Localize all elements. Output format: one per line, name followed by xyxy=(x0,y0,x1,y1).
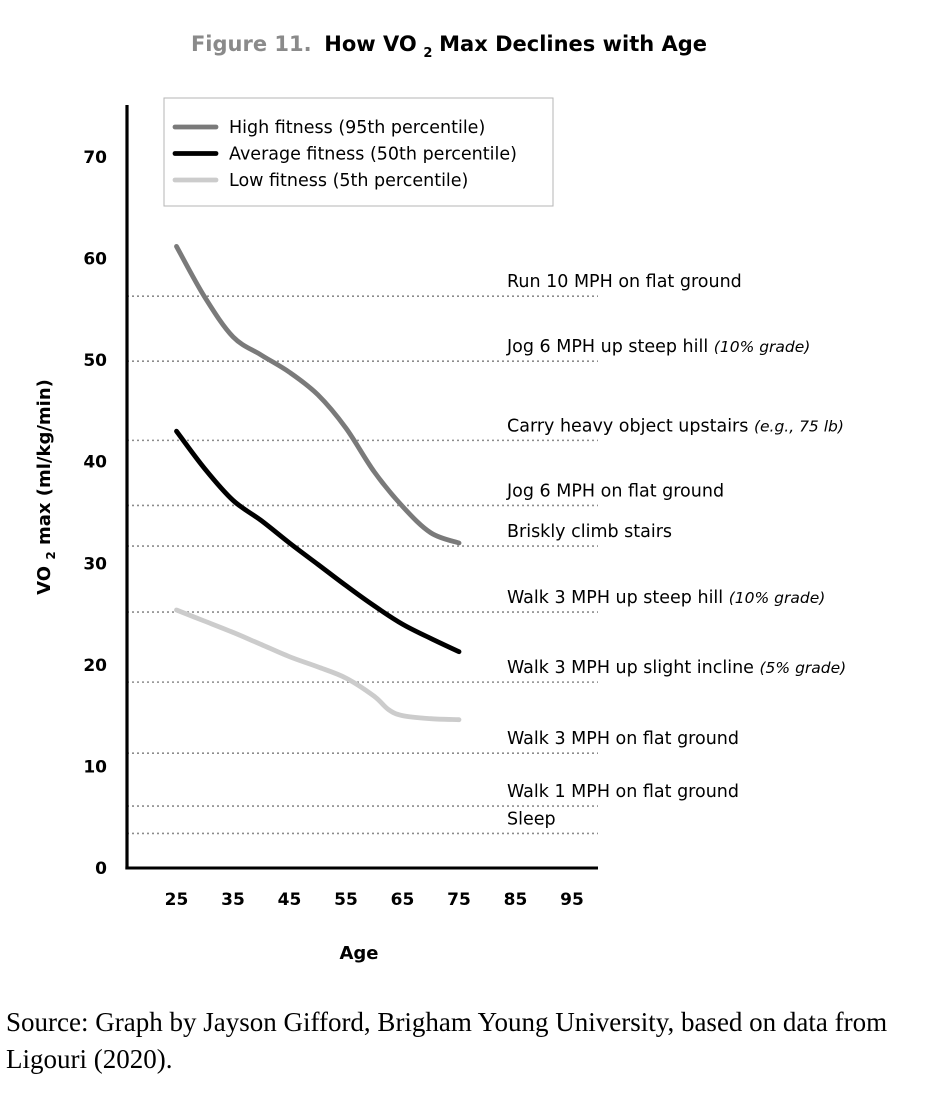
activity-label: Run 10 MPH on flat ground xyxy=(507,272,742,292)
activity-label: Sleep xyxy=(507,809,556,829)
x-tick-label: 65 xyxy=(391,890,415,910)
x-axis-label: Age xyxy=(339,943,378,964)
activity-label-main: Sleep xyxy=(507,809,556,829)
y-tick-label: 60 xyxy=(83,250,107,270)
y-axis-label-post: max (ml/kg/min) xyxy=(34,379,55,545)
activity-label-note: (10% grade) xyxy=(729,589,826,607)
activity-label: Walk 3 MPH up steep hill (10% grade) xyxy=(507,588,825,608)
low-fitness-line xyxy=(174,607,462,723)
y-tick-label: 40 xyxy=(83,453,107,473)
reference-lines: Run 10 MPH on flat ground Jog 6 MPH up st… xyxy=(127,272,846,835)
legend-item-high-fitness: High fitness (95th percentile) xyxy=(172,118,485,138)
x-tick-label: 45 xyxy=(278,890,302,910)
activity-label-main: Walk 3 MPH on flat ground xyxy=(507,729,739,749)
activity-label-note: (5% grade) xyxy=(760,659,847,677)
y-tick-label: 10 xyxy=(83,757,107,777)
activity-label: Carry heavy object upstairs (e.g., 75 lb… xyxy=(507,416,844,436)
y-tick-label: 20 xyxy=(83,656,107,676)
activity-label-main: Walk 3 MPH up slight incline xyxy=(507,658,760,678)
legend-box xyxy=(163,97,554,207)
activity-label: Walk 1 MPH on flat ground xyxy=(507,782,739,802)
chart-figure: Figure 11. How VO 2 Max Declines with Ag… xyxy=(34,32,846,964)
y-tick-label: 30 xyxy=(83,554,107,574)
activity-label: Briskly climb stairs xyxy=(507,522,672,542)
legend-label: Low fitness (5th percentile) xyxy=(229,171,468,191)
tick-labels: 0 10 20 30 40 50 60 70 25 35 45 55 65 75 85 95 xyxy=(83,148,584,910)
activity-label-main: Run 10 MPH on flat ground xyxy=(507,272,742,292)
activity-label-main: Walk 3 MPH up steep hill xyxy=(507,588,729,608)
x-tick-label: 75 xyxy=(447,890,471,910)
activity-label-main: Jog 6 MPH on flat ground xyxy=(506,481,724,501)
chart-title-post: Max Declines with Age xyxy=(439,32,707,56)
chart: Figure 11. How VO 2 Max Declines with Ag… xyxy=(34,32,846,964)
activity-label: Walk 3 MPH up slight incline (5% grade) xyxy=(507,658,846,678)
chart-title-prefix: Figure 11. xyxy=(191,32,312,56)
activity-label: Walk 3 MPH on flat ground xyxy=(507,729,739,749)
y-tick-label: 50 xyxy=(83,351,107,371)
legend: High fitness (95th percentile) Average fi… xyxy=(163,97,554,207)
x-tick-label: 85 xyxy=(504,890,528,910)
x-tick-label: 55 xyxy=(334,890,358,910)
y-tick-label: 0 xyxy=(95,859,107,879)
y-axis-label-sub: 2 xyxy=(44,551,58,559)
y-tick-label: 70 xyxy=(83,148,107,168)
activity-label-main: Walk 1 MPH on flat ground xyxy=(507,782,739,802)
activity-label-main: Briskly climb stairs xyxy=(507,522,672,542)
high-fitness-line xyxy=(174,244,462,546)
chart-title: Figure 11. How VO 2 Max Declines with Ag… xyxy=(191,32,707,62)
source-caption: Source: Graph by Jayson Gifford, Brigham… xyxy=(6,1007,888,1074)
activity-label-note: (10% grade) xyxy=(714,338,811,356)
activity-label-main: Carry heavy object upstairs xyxy=(507,416,754,436)
legend-label: Average fitness (50th percentile) xyxy=(229,145,517,165)
activity-label: Jog 6 MPH on flat ground xyxy=(506,481,724,501)
y-axis-label-pre: VO xyxy=(34,566,55,595)
legend-label: High fitness (95th percentile) xyxy=(229,118,485,138)
legend-item-average-fitness: Average fitness (50th percentile) xyxy=(172,145,517,165)
activity-label-main: Jog 6 MPH up steep hill xyxy=(506,337,714,357)
x-tick-label: 95 xyxy=(560,890,584,910)
chart-title-sub: 2 xyxy=(423,46,432,61)
activity-label: Jog 6 MPH up steep hill (10% grade) xyxy=(506,337,810,357)
legend-items: High fitness (95th percentile) Average fi… xyxy=(172,118,517,191)
x-tick-label: 35 xyxy=(221,890,245,910)
x-tick-label: 25 xyxy=(165,890,189,910)
average-fitness-line xyxy=(174,428,462,655)
activity-label-note: (e.g., 75 lb) xyxy=(754,417,844,435)
y-axis-label: VO 2 max (ml/kg/min) xyxy=(34,379,60,595)
chart-title-pre: How VO xyxy=(324,32,416,56)
series-lines xyxy=(174,244,462,723)
legend-item-low-fitness: Low fitness (5th percentile) xyxy=(172,171,468,191)
axes xyxy=(125,105,598,870)
